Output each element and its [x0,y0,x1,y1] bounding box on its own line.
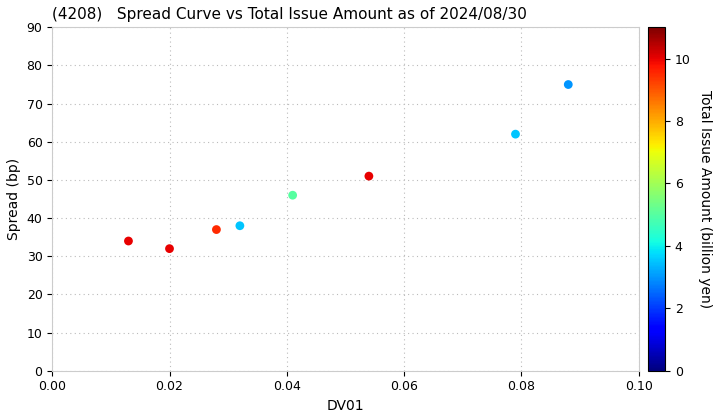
Point [163,245,175,252]
Point [287,192,298,199]
Text: (4208)   Spread Curve vs Total Issue Amount as of 2024/08/30: (4208) Spread Curve vs Total Issue Amoun… [53,7,527,22]
Y-axis label: Total Issue Amount (billion yen): Total Issue Amount (billion yen) [698,90,711,308]
Point [211,226,222,233]
Point [234,222,246,229]
Point [122,238,134,244]
Y-axis label: Spread (bp): Spread (bp) [7,158,21,240]
Point [562,81,574,88]
Point [363,173,374,179]
X-axis label: DV01: DV01 [327,399,364,413]
Point [510,131,521,137]
